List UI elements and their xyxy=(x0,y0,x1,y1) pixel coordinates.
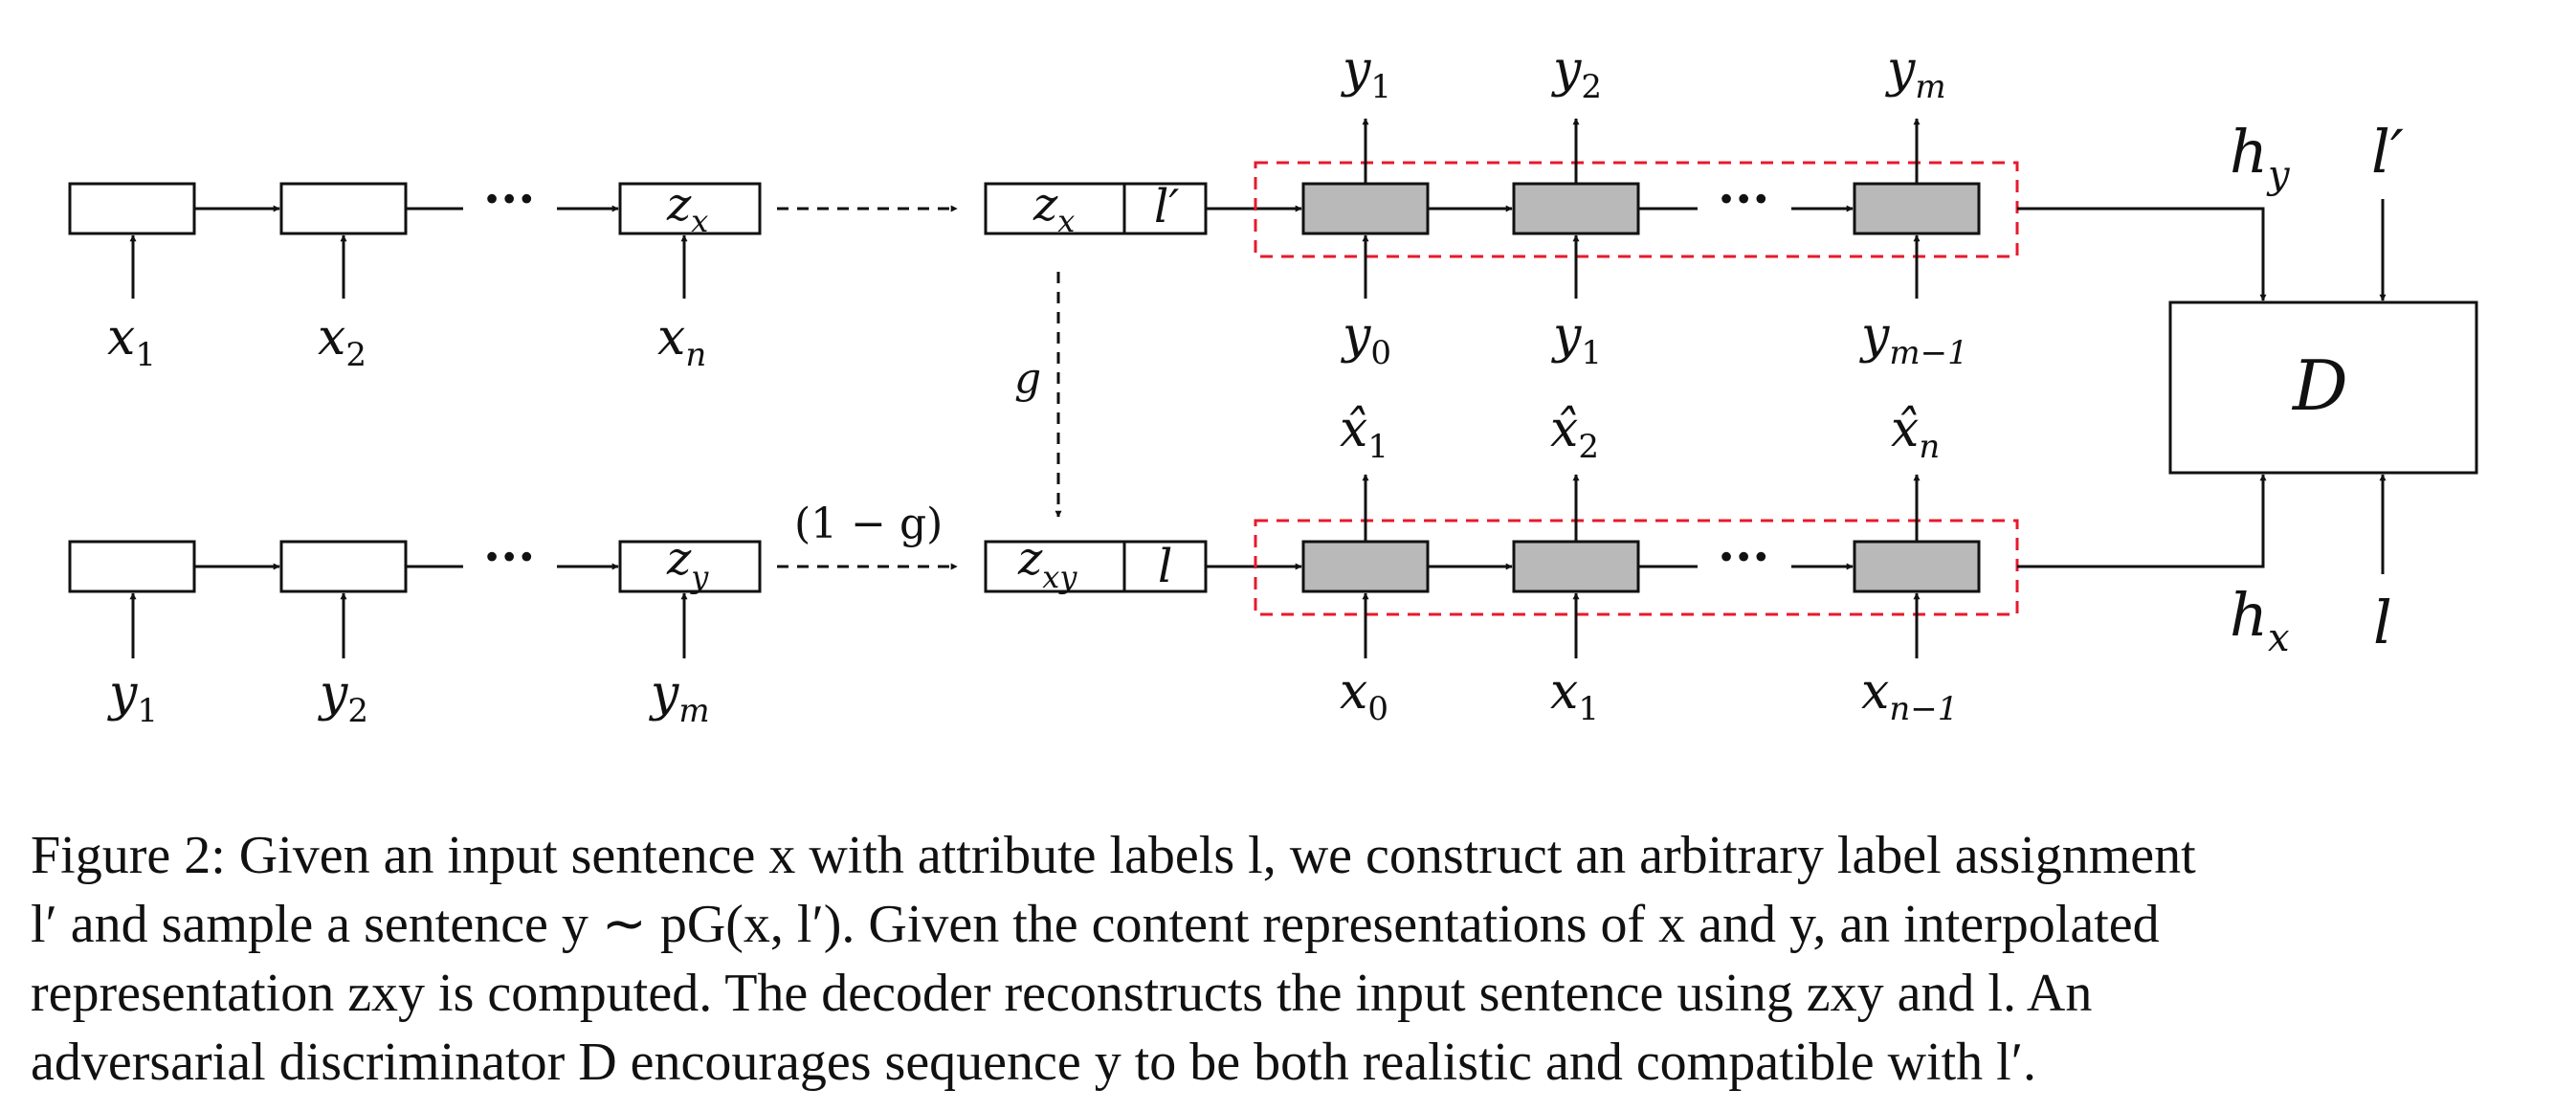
gate-label: g xyxy=(1014,354,1041,403)
decoder-top-input-m-minus-1: ym−1 xyxy=(1859,307,1968,372)
concat-top-z-label: zx xyxy=(1033,178,1075,239)
decoder-bottom-input-1: x1 xyxy=(1550,663,1599,728)
model-architecture-diagram: ··· zx x1 x2 xn zx l′ g ··· y1 y2 xyxy=(68,41,2478,730)
discriminator-h-bottom: hx xyxy=(2230,580,2290,660)
concat-top-label: l′ xyxy=(1154,180,1179,234)
decoder-top-cell-2 xyxy=(1512,182,1640,235)
decoder-top: ··· y1 y2 ym y0 y1 ym−1 xyxy=(1206,41,2019,372)
decoder-bottom-input-n-minus-1: xn−1 xyxy=(1861,663,1958,728)
encoder-bottom-ellipsis: ··· xyxy=(483,528,535,587)
discriminator: D xyxy=(2168,300,2478,475)
decoder-top-input-1: y1 xyxy=(1551,307,1602,372)
encoder-bottom-input-m: ym xyxy=(649,665,710,730)
encoder-top-ellipsis: ··· xyxy=(483,170,535,229)
discriminator-label: D xyxy=(2291,345,2348,426)
encoder-top: ··· zx x1 x2 xn xyxy=(68,170,762,374)
concat-top: zx l′ xyxy=(984,178,1208,239)
discriminator-l-bottom: l xyxy=(2373,588,2392,657)
discriminator-l-top: l′ xyxy=(2371,117,2404,187)
encoder-top-input-2: x2 xyxy=(318,309,366,374)
decoder-bottom-input-0: x0 xyxy=(1340,663,1388,728)
caption-line-3: representation zxy is computed. The deco… xyxy=(31,964,2093,1023)
encoder-top-cell-n xyxy=(618,182,762,235)
concat-bottom-label: l xyxy=(1158,540,1172,593)
decoder-bottom-cell-n xyxy=(1853,540,1981,593)
caption-line-2: l′ and sample a sentence y ∼ pG(x, l′). … xyxy=(31,895,2160,954)
decoder-top-ellipsis: ··· xyxy=(1718,170,1769,229)
decoder-top-cell-m xyxy=(1853,182,1981,235)
encoder-top-cell-1 xyxy=(68,182,196,235)
encoder-top-cell-2 xyxy=(279,182,408,235)
encoder-bottom-input-2: y2 xyxy=(318,665,368,730)
decoder-top-cell-1 xyxy=(1301,182,1430,235)
decoder-bottom-output-2: x̂2 xyxy=(1550,401,1599,466)
encoder-bottom-state-label: zy xyxy=(666,532,709,595)
decoder-bottom-output-1: x̂1 xyxy=(1340,401,1388,466)
decoder-top-output-m: ym xyxy=(1885,41,1946,106)
decoder-bottom-ellipsis: ··· xyxy=(1718,528,1769,587)
caption-line-1: Figure 2: Given an input sentence x with… xyxy=(31,826,2196,885)
caption-line-4: adversarial discriminator D encourages s… xyxy=(31,1033,2036,1092)
encoder-bottom-cell-2 xyxy=(279,540,408,593)
encoder-bottom-cell-1 xyxy=(68,540,196,593)
decoder-bottom-cell-1 xyxy=(1301,540,1430,593)
decoder-top-input-0: y0 xyxy=(1341,307,1391,372)
decoder-bottom-output-n: x̂n xyxy=(1891,401,1940,466)
encoder-top-input-n: xn xyxy=(657,309,706,374)
encoder-bottom-input-1: y1 xyxy=(107,665,158,730)
encoder-bottom: ··· zy y1 y2 ym xyxy=(68,528,762,730)
encoder-bottom-cell-m xyxy=(618,540,762,593)
concat-bottom: zxy l xyxy=(984,532,1208,595)
gate-complement-label: (1 − g) xyxy=(794,500,943,548)
concat-bottom-z-label: zxy xyxy=(1017,532,1077,595)
decoder-bottom: ··· x̂1 x̂2 x̂n x0 x1 xn−1 xyxy=(1206,401,2019,728)
decoder-top-output-1: y1 xyxy=(1341,41,1391,106)
encoder-top-input-1: x1 xyxy=(107,309,156,374)
figure-caption: Figure 2: Given an input sentence x with… xyxy=(31,821,2547,1097)
discriminator-h-top: hy xyxy=(2230,117,2291,197)
encoder-top-state-label: zx xyxy=(666,178,708,239)
decoder-bottom-cell-2 xyxy=(1512,540,1640,593)
decoder-top-output-2: y2 xyxy=(1551,41,1602,106)
